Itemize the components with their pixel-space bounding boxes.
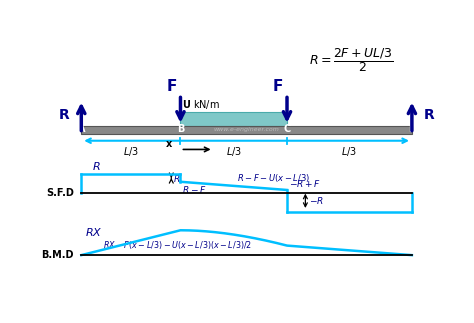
Text: $-R$: $-R$ (309, 195, 324, 206)
Text: $\mathbf{F}$: $\mathbf{F}$ (272, 78, 283, 94)
Text: $\mathbf{U}$ kN/m: $\mathbf{U}$ kN/m (182, 98, 220, 111)
Text: $-R+F$: $-R+F$ (289, 178, 321, 189)
Text: C: C (283, 124, 291, 134)
Text: B: B (177, 124, 184, 134)
Text: $R-F-U(x-L/3)$: $R-F-U(x-L/3)$ (237, 172, 310, 184)
Text: A: A (78, 124, 85, 134)
Text: $R$: $R$ (173, 172, 181, 183)
Text: B.M.D: B.M.D (41, 250, 74, 260)
Text: $\mathbf{R}$: $\mathbf{R}$ (423, 108, 435, 122)
Text: $L/3$: $L/3$ (123, 145, 139, 158)
Text: $RX$: $RX$ (85, 226, 102, 238)
Bar (181, 112, 287, 126)
Text: $\mathbf{R}$: $\mathbf{R}$ (58, 108, 70, 122)
Text: www.e-engineer.com: www.e-engineer.com (214, 127, 280, 132)
Text: $L/3$: $L/3$ (226, 145, 242, 158)
Text: D: D (408, 124, 416, 134)
Text: S.F.D: S.F.D (46, 188, 74, 198)
Text: $\mathbf{F}$: $\mathbf{F}$ (166, 78, 177, 94)
Text: $R-F$: $R-F$ (182, 184, 207, 195)
Text: $RX-F(x-L/3)-U(x-L/3)(x-L/3)/2$: $RX-F(x-L/3)-U(x-L/3)(x-L/3)/2$ (103, 239, 252, 251)
Text: $\mathbf{x}$: $\mathbf{x}$ (165, 139, 173, 149)
Text: $R$: $R$ (92, 160, 101, 172)
Text: $L/3$: $L/3$ (341, 145, 357, 158)
Bar (82, 126, 412, 133)
Text: $R = \dfrac{2F + UL/3}{2}$: $R = \dfrac{2F + UL/3}{2}$ (309, 46, 394, 74)
